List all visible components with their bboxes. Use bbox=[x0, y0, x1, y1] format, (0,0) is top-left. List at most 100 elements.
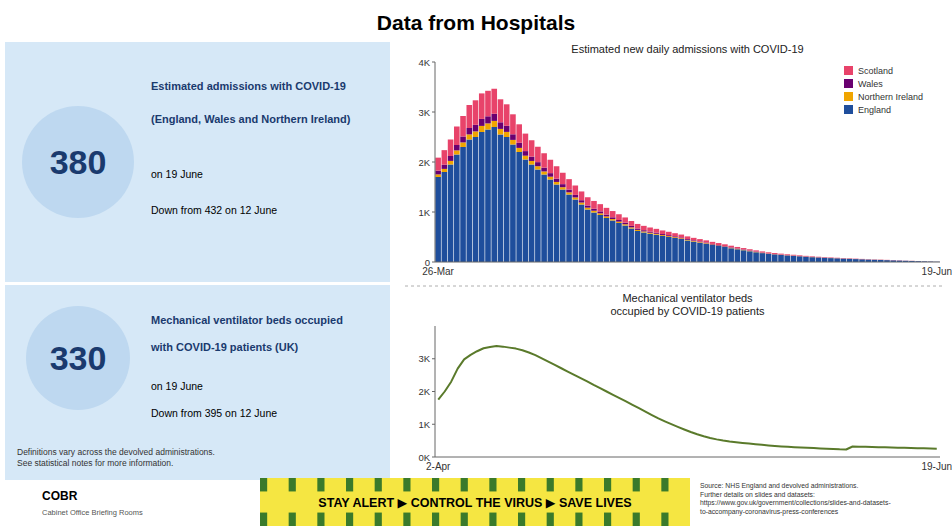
legend-label: Wales bbox=[858, 79, 883, 89]
bar bbox=[778, 254, 784, 255]
bar bbox=[697, 239, 703, 241]
text-line: https://www.gov.uk/government/collection… bbox=[700, 499, 891, 507]
bar bbox=[635, 231, 641, 262]
bar bbox=[778, 254, 784, 255]
y-tick-label: 4K bbox=[418, 57, 430, 68]
bar bbox=[697, 243, 703, 262]
bar bbox=[897, 260, 903, 261]
bar bbox=[473, 125, 479, 132]
bar bbox=[523, 134, 529, 152]
cobr-label: COBR bbox=[42, 489, 78, 503]
stat-label: Estimated admissions with COVID-19 bbox=[151, 80, 346, 92]
bar bbox=[678, 235, 684, 238]
bar bbox=[710, 242, 716, 244]
bar bbox=[822, 257, 828, 258]
bar bbox=[448, 161, 454, 165]
bar bbox=[772, 254, 778, 255]
bar bbox=[541, 175, 547, 263]
bar bbox=[816, 257, 822, 258]
bar bbox=[872, 259, 878, 260]
bar bbox=[865, 259, 871, 260]
bar bbox=[529, 161, 535, 165]
stat-number: 380 bbox=[50, 143, 107, 181]
bar bbox=[435, 177, 441, 262]
text-line: Mechanical ventilator beds occupied bbox=[151, 314, 343, 326]
text-line: Estimated new daily admissions with COVI… bbox=[571, 43, 803, 55]
bar bbox=[685, 241, 691, 263]
bar bbox=[884, 259, 890, 260]
text-line: COBR bbox=[42, 489, 78, 503]
bar bbox=[585, 208, 591, 210]
bar bbox=[504, 126, 510, 132]
bar bbox=[853, 259, 859, 260]
bar bbox=[890, 260, 896, 261]
y-tick-label: 1K bbox=[418, 419, 430, 430]
bar bbox=[635, 230, 641, 231]
stat-label: (England, Wales and Northern Ireland) bbox=[151, 113, 351, 125]
bar bbox=[448, 165, 454, 263]
bar bbox=[579, 203, 585, 205]
bar bbox=[691, 238, 697, 241]
bar bbox=[822, 257, 828, 258]
bar bbox=[641, 233, 647, 263]
bar bbox=[760, 251, 766, 252]
x-axis bbox=[435, 457, 940, 458]
bar bbox=[454, 127, 460, 146]
bar bbox=[853, 258, 859, 259]
bar bbox=[491, 89, 497, 114]
bar bbox=[535, 147, 541, 162]
bar bbox=[610, 221, 616, 263]
bar bbox=[597, 213, 603, 215]
x-tick-label: 19-Jun bbox=[921, 461, 952, 472]
bar bbox=[747, 250, 753, 251]
bar bbox=[797, 256, 803, 257]
bar bbox=[591, 209, 597, 211]
banner-stripe bbox=[661, 478, 668, 491]
bar bbox=[504, 104, 510, 126]
bar bbox=[809, 257, 815, 262]
bar bbox=[816, 257, 822, 258]
bar bbox=[541, 168, 547, 172]
bar bbox=[691, 241, 697, 243]
bar bbox=[685, 236, 691, 239]
bar bbox=[872, 259, 878, 260]
bar bbox=[454, 150, 460, 154]
bar bbox=[703, 240, 709, 242]
line bbox=[438, 346, 937, 450]
banner bbox=[260, 478, 690, 526]
banner-stripe bbox=[432, 478, 439, 491]
bar bbox=[529, 157, 535, 161]
bar bbox=[841, 259, 847, 262]
legend-swatch bbox=[844, 92, 853, 101]
bar bbox=[741, 250, 747, 262]
banner-stripe bbox=[518, 513, 525, 526]
bar bbox=[828, 257, 834, 258]
text-line: Mechanical ventilator beds bbox=[622, 292, 753, 304]
bar bbox=[610, 211, 616, 217]
bar bbox=[772, 255, 778, 263]
bar bbox=[803, 257, 809, 262]
bar bbox=[498, 99, 504, 122]
bar bbox=[909, 260, 915, 261]
bar bbox=[703, 244, 709, 262]
bar bbox=[841, 258, 847, 259]
text-line: Down from 432 on 12 June bbox=[151, 204, 277, 216]
bar bbox=[498, 129, 504, 135]
bar bbox=[466, 105, 472, 128]
banner-stripe bbox=[547, 478, 554, 491]
bar bbox=[479, 119, 485, 126]
bar bbox=[760, 252, 766, 253]
bar bbox=[722, 244, 728, 246]
banner-stripe bbox=[604, 513, 611, 526]
bar bbox=[660, 230, 666, 234]
bar bbox=[597, 211, 603, 213]
bar bbox=[859, 259, 865, 260]
bar bbox=[523, 160, 529, 263]
bar bbox=[647, 234, 653, 262]
bar bbox=[604, 218, 610, 262]
banner-stripe bbox=[661, 513, 668, 526]
bar bbox=[678, 239, 684, 262]
x-tick-label: 19-Jun bbox=[922, 266, 952, 277]
y-tick-label: 1K bbox=[418, 207, 430, 218]
text-line: Source: NHS England and devolved adminis… bbox=[700, 482, 858, 490]
